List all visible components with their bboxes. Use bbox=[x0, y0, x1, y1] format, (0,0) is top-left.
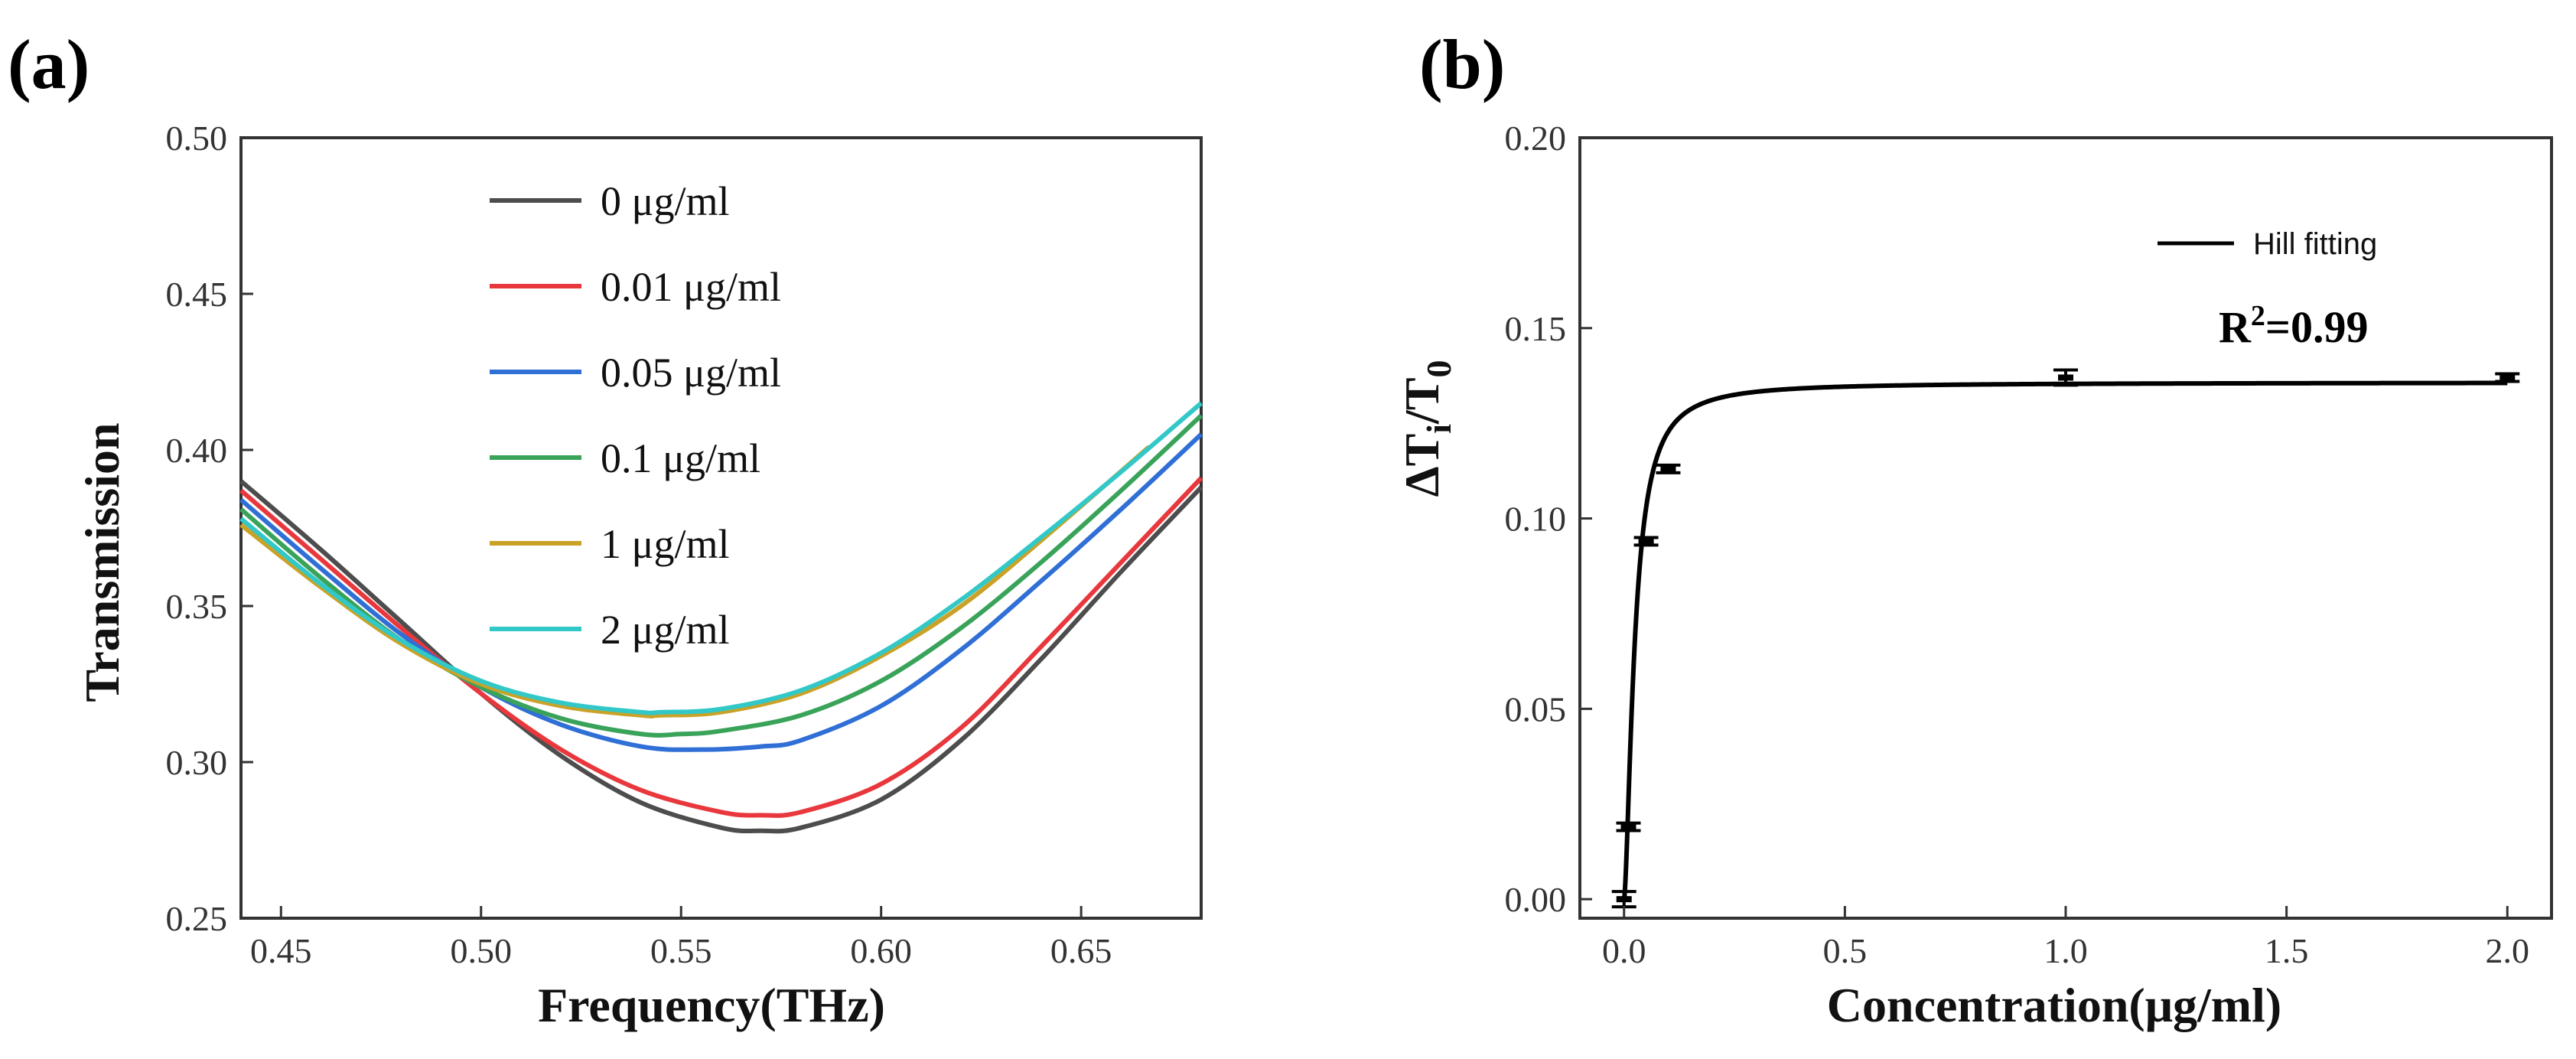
legend-a-label-0-g-ml: 0 μg/ml bbox=[601, 178, 729, 224]
x-tick-label-a: 0.60 bbox=[850, 931, 912, 970]
r-squared-annotation: R2=0.99 bbox=[2219, 300, 2368, 352]
legend-a-label-0-01-g-ml: 0.01 μg/ml bbox=[601, 264, 781, 310]
series-line-1-g-ml bbox=[239, 445, 1151, 718]
x-tick-label-a: 0.55 bbox=[650, 931, 712, 970]
x-tick-label-b: 1.5 bbox=[2265, 931, 2309, 970]
x-tick-label-b: 0.0 bbox=[1602, 931, 1646, 970]
y-tick-label-b: 0.20 bbox=[1505, 119, 1567, 158]
data-point bbox=[1638, 538, 1654, 545]
legend-a-label-0-05-g-ml: 0.05 μg/ml bbox=[601, 350, 781, 396]
y-tick-label-a: 0.35 bbox=[166, 587, 228, 626]
r-squared-sup: 2 bbox=[2251, 300, 2265, 332]
r-squared-value: =0.99 bbox=[2265, 302, 2369, 352]
plot-area-b bbox=[1578, 136, 2553, 920]
x-tick-label-a: 0.45 bbox=[250, 931, 312, 970]
y-axis-title-a: Transmission bbox=[75, 422, 129, 702]
y-tick-label-a: 0.50 bbox=[166, 119, 228, 158]
panel-a-label: (a) bbox=[8, 25, 90, 103]
series-line-0-01-g-ml bbox=[239, 476, 1203, 818]
x-axis-title-b: Concentration(μg/ml) bbox=[1827, 978, 2281, 1032]
legend-b: Hill fitting bbox=[2158, 227, 2377, 261]
data-point bbox=[1660, 465, 1676, 472]
y-tick-label-a: 0.40 bbox=[166, 431, 228, 470]
series-line-0-g-ml bbox=[239, 479, 1203, 834]
panel-b-label: (b) bbox=[1419, 25, 1505, 103]
legend-b-label-hill: Hill fitting bbox=[2253, 227, 2377, 261]
y-tick-label-b: 0.10 bbox=[1505, 500, 1567, 539]
y-axis-title-b-sub2: 0 bbox=[1419, 360, 1458, 377]
x-tick-label-a: 0.65 bbox=[1050, 931, 1112, 970]
data-point bbox=[1620, 823, 1636, 830]
panel-a: (a) 0.45 0.50 0.55 0.60 0.65 0.25 0.30 0.35 0.4… bbox=[8, 25, 1203, 1032]
legend-a-label-0-1-g-ml: 0.1 μg/ml bbox=[601, 435, 760, 481]
series-line-2-g-ml bbox=[239, 401, 1203, 715]
y-axis-title-b-main: ΔT bbox=[1395, 434, 1449, 497]
panel-b: (b) 0.0 0.5 1.0 1.5 2.0 0.00 0.05 0.10 0.15 0.20… bbox=[1395, 25, 2553, 1032]
data-point bbox=[1616, 896, 1632, 903]
x-tick-labels-a: 0.45 0.50 0.55 0.60 0.65 bbox=[250, 931, 1112, 970]
y-tick-labels-b: 0.00 0.05 0.10 0.15 0.20 bbox=[1505, 119, 1567, 919]
hill-fit-curve bbox=[1621, 380, 2508, 902]
x-tick-label-b: 2.0 bbox=[2486, 931, 2530, 970]
plot-frame-a bbox=[239, 136, 1203, 920]
plot-area-a bbox=[239, 136, 1203, 920]
y-tick-label-a: 0.30 bbox=[166, 743, 228, 782]
x-tick-label-b: 0.5 bbox=[1823, 931, 1868, 970]
y-axis-title-b-slash: /T bbox=[1395, 377, 1449, 424]
y-tick-labels-a: 0.25 0.30 0.35 0.40 0.45 0.50 bbox=[166, 119, 228, 938]
y-tick-label-b: 0.15 bbox=[1505, 309, 1567, 348]
legend-a: 0 μg/ml 0.01 μg/ml 0.05 μg/ml 0.1 μg/ml 1 μg… bbox=[490, 178, 781, 653]
y-tick-label-a: 0.25 bbox=[166, 899, 228, 938]
y-tick-label-a: 0.45 bbox=[166, 275, 228, 314]
y-axis-title-b-sub1: i bbox=[1419, 424, 1458, 434]
data-point bbox=[2499, 374, 2516, 381]
data-point bbox=[2058, 374, 2073, 381]
legend-a-label-2-g-ml: 2 μg/ml bbox=[601, 607, 729, 653]
x-tick-label-a: 0.50 bbox=[451, 931, 513, 970]
series-line-0-05-g-ml bbox=[239, 432, 1203, 752]
plot-frame-b bbox=[1578, 136, 2553, 920]
r-squared-base: R bbox=[2219, 302, 2252, 352]
legend-a-label-1-g-ml: 1 μg/ml bbox=[601, 521, 729, 567]
x-tick-labels-b: 0.0 0.5 1.0 1.5 2.0 bbox=[1602, 931, 2529, 970]
y-tick-label-b: 0.05 bbox=[1505, 689, 1567, 728]
x-axis-title-a: Frequency(THz) bbox=[538, 978, 885, 1032]
y-axis-title-b: ΔTi/T0 bbox=[1395, 360, 1458, 497]
y-tick-label-b: 0.00 bbox=[1505, 880, 1567, 919]
x-tick-label-b: 1.0 bbox=[2044, 931, 2088, 970]
